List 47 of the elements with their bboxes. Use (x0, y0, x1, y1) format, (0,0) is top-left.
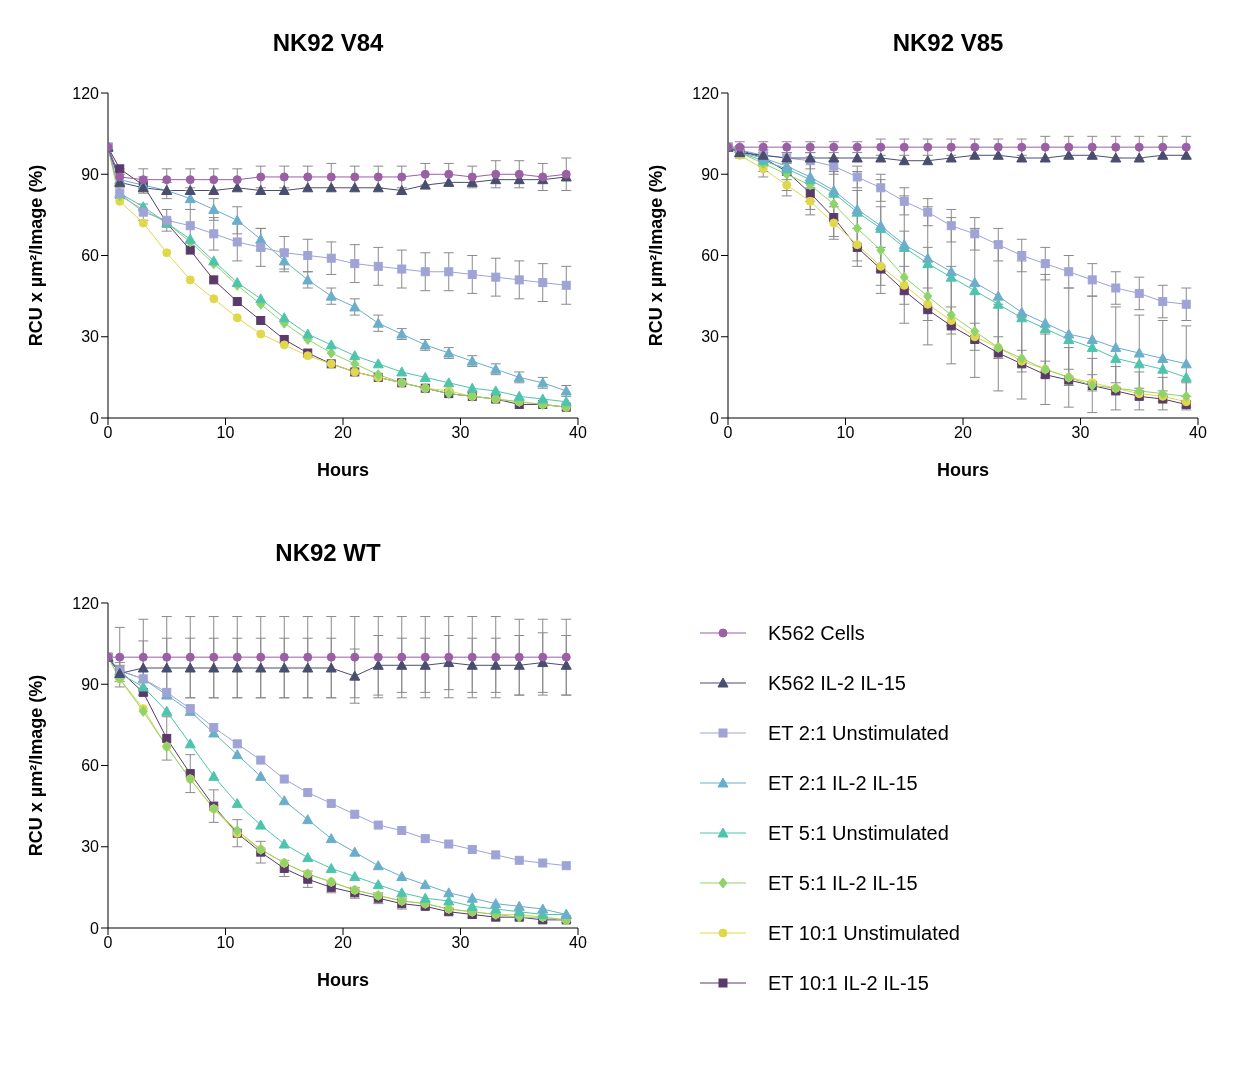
y-tick-label: 0 (90, 919, 100, 937)
y-tick-label: 0 (90, 409, 100, 427)
y-tick-label: 60 (81, 757, 100, 775)
x-tick-label: 40 (1189, 424, 1207, 442)
legend-label: ET 10:1 IL-2 IL-15 (768, 971, 929, 995)
x-tick-label: 20 (954, 424, 972, 442)
legend-label: ET 2:1 Unstimulated (768, 721, 949, 745)
chart-title: NK92 V84 (271, 28, 385, 58)
y-tick-label: 30 (81, 838, 100, 856)
y-axis-title: RCU x µm²/Image (%) (646, 164, 667, 347)
y-tick-label: 60 (81, 247, 100, 265)
legend-label: ET 5:1 IL-2 IL-15 (768, 871, 918, 895)
x-axis-title: Hours (936, 460, 990, 480)
y-tick-label: 120 (72, 84, 100, 102)
x-tick-label: 20 (334, 424, 352, 442)
x-axis-title: Hours (316, 970, 370, 990)
y-tick-label: 60 (701, 247, 720, 265)
legend-label: K562 IL-2 IL-15 (768, 671, 906, 695)
chart-title: NK92 WT (274, 538, 382, 568)
y-tick-label: 120 (692, 84, 720, 102)
x-axis-title: Hours (316, 460, 370, 480)
x-tick-label: 40 (569, 934, 587, 952)
y-tick-label: 30 (81, 328, 100, 346)
x-tick-label: 30 (1071, 424, 1090, 442)
x-tick-label: 10 (216, 424, 235, 442)
x-tick-label: 0 (723, 424, 733, 442)
x-tick-label: 40 (569, 424, 587, 442)
legend-label: ET 10:1 Unstimulated (768, 921, 960, 945)
x-tick-label: 0 (103, 934, 113, 952)
x-tick-label: 10 (836, 424, 855, 442)
y-tick-label: 30 (701, 328, 720, 346)
x-tick-label: 10 (216, 934, 235, 952)
y-axis-title: RCU x µm²/Image (%) (26, 164, 47, 347)
x-tick-label: 30 (451, 934, 470, 952)
legend-label: K562 Cells (768, 621, 865, 645)
x-tick-label: 30 (451, 424, 470, 442)
y-axis-title: RCU x µm²/Image (%) (26, 674, 47, 857)
legend-label: ET 2:1 IL-2 IL-15 (768, 771, 918, 795)
chart-title: NK92 V85 (891, 28, 1005, 58)
x-tick-label: 0 (103, 424, 113, 442)
y-tick-label: 90 (81, 165, 100, 183)
y-tick-label: 90 (81, 675, 100, 693)
y-tick-label: 0 (710, 409, 720, 427)
y-tick-label: 90 (701, 165, 720, 183)
x-tick-label: 20 (334, 934, 352, 952)
y-tick-label: 120 (72, 594, 100, 612)
legend-label: ET 5:1 Unstimulated (768, 821, 949, 845)
